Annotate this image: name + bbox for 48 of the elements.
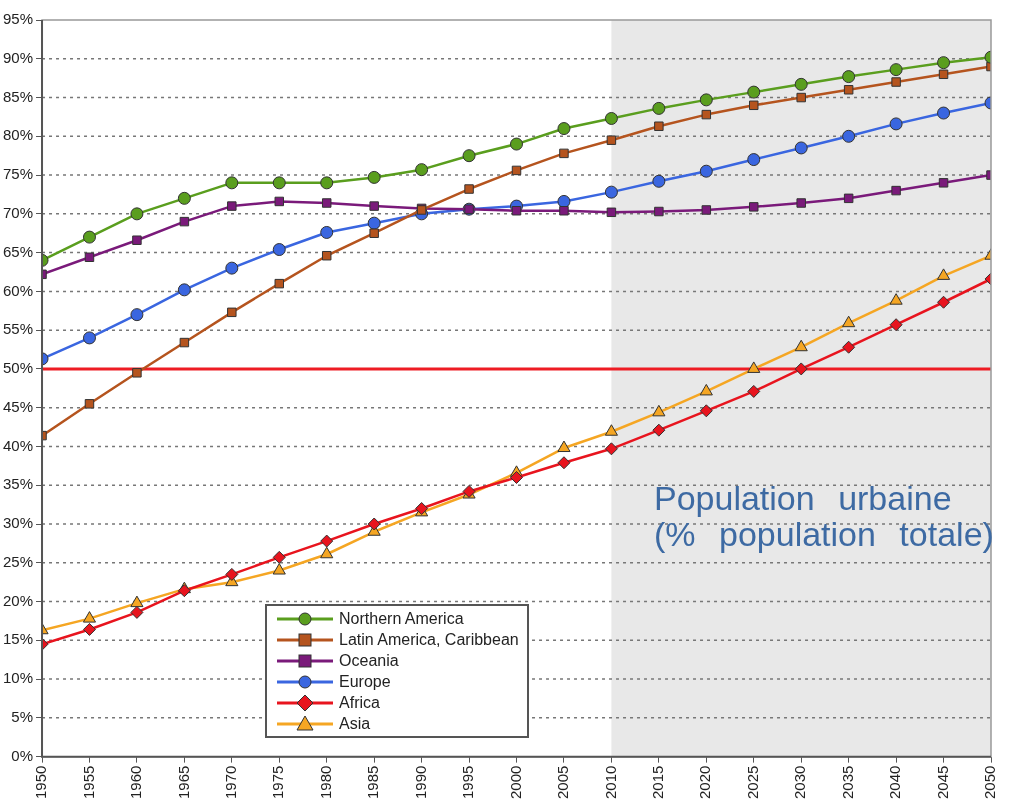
- x-tick-label: 1950: [32, 765, 50, 800]
- y-tick-label: 80%: [2, 126, 34, 144]
- y-tick-label: 70%: [2, 203, 34, 221]
- x-tick-label: 2030: [791, 765, 809, 800]
- y-tick-label: 30%: [2, 514, 34, 532]
- legend-label: Africa: [339, 693, 380, 712]
- x-tick-label: 1970: [221, 765, 239, 800]
- legend-label: Europe: [339, 672, 391, 691]
- x-tick-label: 1975: [269, 765, 287, 800]
- y-tick-label: 40%: [2, 436, 34, 454]
- text: Population urbaine (% population totale): [654, 479, 995, 553]
- x-tick-label: 2015: [649, 765, 666, 800]
- x-tick-label: 2050: [981, 765, 999, 800]
- x-tick-label: 1995: [459, 765, 477, 800]
- x-tick-label: 1960: [127, 765, 145, 800]
- y-tick-label: 35%: [2, 475, 34, 493]
- legend-label: Asia: [339, 714, 371, 733]
- y-tick-label: 50%: [2, 359, 34, 377]
- legend-label: Latin America, Caribbean: [339, 630, 519, 649]
- y-tick-label: 65%: [2, 242, 34, 260]
- y-tick-label: 90%: [2, 48, 34, 66]
- y-tick-label: 75%: [2, 165, 34, 183]
- x-tick-label: 2020: [696, 765, 714, 800]
- y-tick-label: 20%: [2, 591, 34, 609]
- y-tick-label: 55%: [2, 320, 34, 338]
- x-tick-label: 2045: [933, 765, 951, 800]
- x-tick-label: 2000: [506, 765, 524, 800]
- y-tick-label: 95%: [2, 10, 34, 28]
- x-tick-label: 2040: [886, 765, 904, 800]
- y-tick-label: 25%: [2, 552, 34, 570]
- x-tick-label: 2025: [743, 765, 761, 800]
- x-tick-label: 2010: [601, 765, 619, 800]
- x-tick-label: 1965: [174, 765, 192, 800]
- y-tick-label: 85%: [2, 87, 34, 105]
- y-tick-label: 60%: [2, 281, 34, 299]
- x-tick-label: 2035: [838, 765, 856, 800]
- y-tick-label: 15%: [2, 630, 34, 648]
- y-tick-label: 10%: [2, 669, 34, 687]
- y-tick-label: 0%: [11, 746, 34, 764]
- x-tick-label: 1980: [316, 765, 334, 800]
- legend-label: Oceania: [339, 651, 399, 670]
- y-tick-label: 45%: [2, 397, 34, 415]
- x-tick-label: 2005: [554, 765, 572, 800]
- x-tick-label: 1985: [364, 765, 382, 800]
- x-tick-label: 1955: [79, 765, 97, 800]
- y-tick-label: 5%: [11, 708, 34, 725]
- legend-label: Northern America: [339, 609, 464, 628]
- x-tick-label: 1990: [411, 765, 429, 800]
